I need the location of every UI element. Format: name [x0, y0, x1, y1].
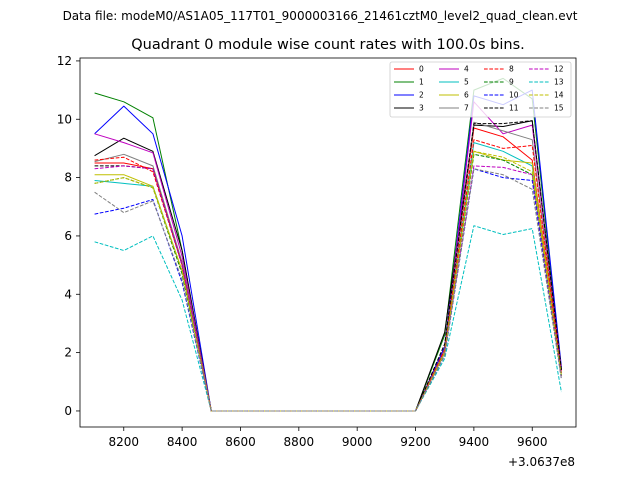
- legend-label-9: 9: [509, 78, 514, 87]
- legend-label-6: 6: [464, 91, 469, 100]
- series-line-15: [94, 168, 562, 412]
- legend-label-5: 5: [464, 78, 469, 87]
- legend-label-7: 7: [464, 104, 469, 113]
- series-line-10: [94, 168, 562, 412]
- y-tick-label: 8: [64, 171, 72, 185]
- legend-label-2: 2: [419, 91, 424, 100]
- legend-label-1: 1: [419, 78, 424, 87]
- x-tick-label: 8400: [167, 435, 198, 449]
- y-tick-label: 4: [64, 287, 72, 301]
- legend-label-14: 14: [554, 91, 564, 100]
- y-tick-label: 10: [57, 112, 72, 126]
- legend-label-12: 12: [554, 65, 564, 74]
- legend-label-11: 11: [509, 104, 519, 113]
- y-tick-label: 6: [64, 229, 72, 243]
- chart-suptitle: Data file: modeM0/AS1A05_117T01_90000031…: [63, 9, 578, 23]
- x-axis: 8200 8400 8600 8800 9000 9200 9400 9600: [108, 427, 548, 449]
- plot-frame: [79, 57, 577, 428]
- x-tick-label: 9200: [400, 435, 431, 449]
- legend-label-13: 13: [554, 78, 564, 87]
- legend-label-10: 10: [509, 91, 519, 100]
- series-line-13: [94, 225, 562, 412]
- x-tick-label: 8200: [108, 435, 139, 449]
- x-tick-label: 9000: [342, 435, 373, 449]
- legend-label-3: 3: [419, 104, 424, 113]
- x-tick-label: 8600: [225, 435, 256, 449]
- series-line-14: [94, 150, 562, 412]
- y-axis: 0 2 4 6 8 10 12: [57, 54, 80, 418]
- x-tick-label: 9400: [459, 435, 490, 449]
- legend-label-0: 0: [419, 65, 424, 74]
- chart-title: Quadrant 0 module wise count rates with …: [131, 37, 525, 53]
- x-tick-label: 8800: [284, 435, 315, 449]
- y-tick-label: 0: [64, 404, 72, 418]
- plot-area: [80, 58, 576, 427]
- x-tick-label: 9600: [517, 435, 548, 449]
- y-tick-label: 12: [57, 54, 72, 68]
- legend-label-8: 8: [509, 65, 514, 74]
- y-tick-label: 2: [64, 346, 72, 360]
- legend-label-4: 4: [464, 65, 469, 74]
- legend-box: [389, 61, 572, 118]
- legend-label-15: 15: [554, 104, 564, 113]
- x-offset-label: +3.0637e8: [508, 455, 575, 469]
